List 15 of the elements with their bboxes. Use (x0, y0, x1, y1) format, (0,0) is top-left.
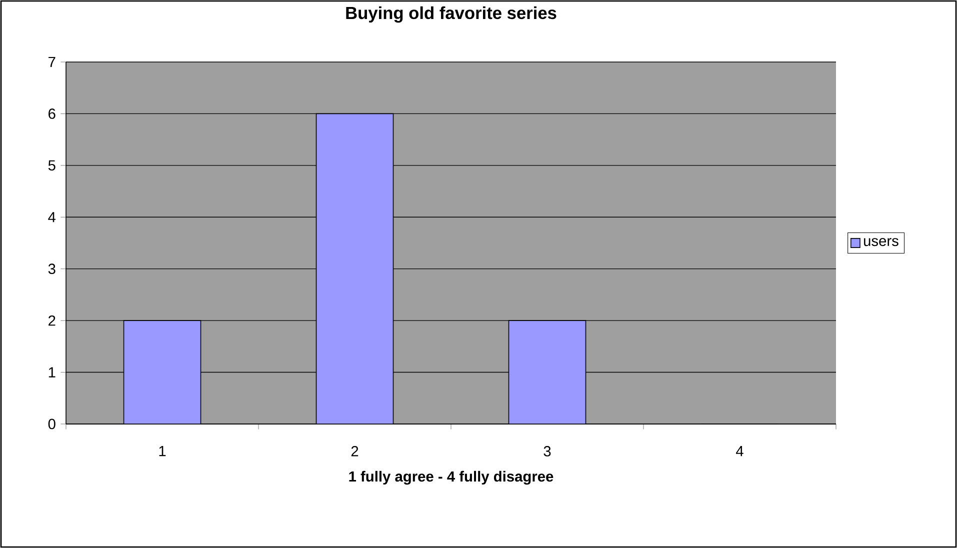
legend-label: users (864, 238, 898, 246)
y-tick-label: 3 (48, 264, 56, 274)
y-tick-label: 1 (48, 367, 56, 378)
x-tick-label: 2 (351, 446, 358, 456)
y-tick-label: 2 (48, 315, 56, 326)
y-tick-label: 6 (48, 108, 56, 119)
x-tick-label: 4 (736, 446, 744, 456)
chart-title: Buying old favorite series (346, 6, 556, 23)
y-tick-label: 5 (48, 160, 56, 171)
y-tick-label: 7 (48, 56, 56, 68)
y-tick-label: 0 (48, 418, 56, 430)
x-axis-title: 1 fully agree - 4 fully disagree (349, 470, 554, 485)
y-tick-label: 4 (48, 212, 56, 222)
x-tick-label: 3 (544, 446, 551, 456)
x-tick-label: 1 (159, 446, 166, 456)
